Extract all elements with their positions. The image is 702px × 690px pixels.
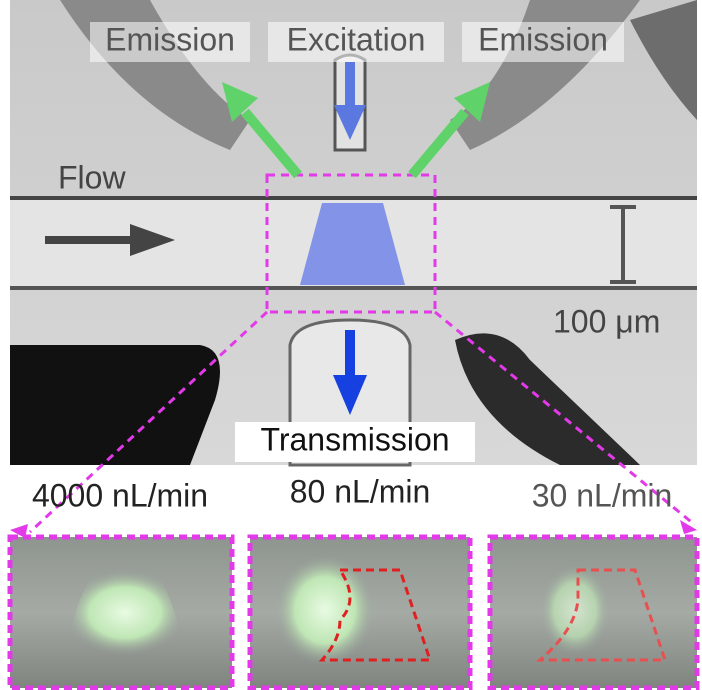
emission-label: Emission [478, 21, 608, 57]
panel [490, 537, 697, 688]
panel [250, 537, 470, 688]
flow-label: Flow [58, 159, 126, 195]
panel-label: 80 nL/min [290, 473, 431, 509]
emission-label: Emission [105, 21, 235, 57]
connector-tip [680, 520, 697, 534]
figure: Emission Excitation Emission Flow 100 μm… [0, 0, 702, 690]
panel [10, 537, 232, 688]
transmission-label: Transmission [260, 421, 449, 457]
bottom-left-blob [10, 345, 220, 465]
panel-label: 4000 nL/min [32, 477, 208, 513]
scale-label: 100 μm [553, 303, 660, 339]
panel-label: 30 nL/min [532, 477, 673, 513]
excitation-label: Excitation [287, 21, 426, 57]
